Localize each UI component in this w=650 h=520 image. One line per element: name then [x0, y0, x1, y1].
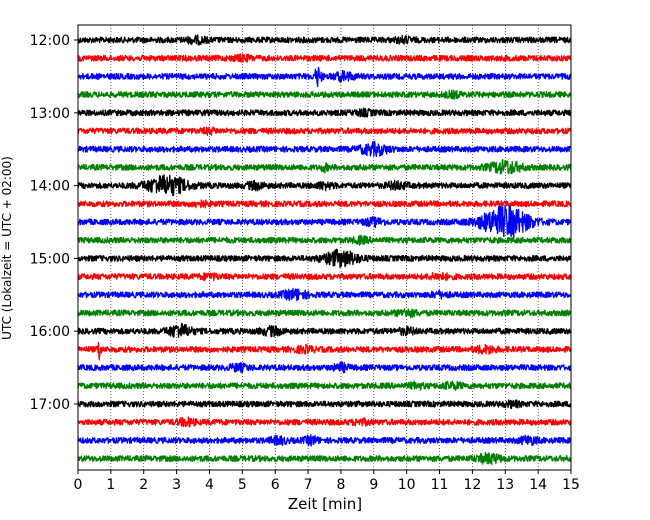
- y-tick-label: 12:00: [30, 33, 70, 49]
- x-tick-label: 7: [304, 477, 313, 493]
- x-tick-label: 15: [562, 477, 580, 493]
- trace-1315: [77, 126, 572, 137]
- y-tick-label: 13:00: [30, 106, 70, 122]
- x-tick-label: 9: [369, 477, 378, 493]
- trace-1700: [77, 399, 572, 410]
- x-tick-label: 0: [74, 477, 83, 493]
- trace-1300: [77, 107, 572, 118]
- trace-1515: [77, 271, 572, 282]
- x-tick-label: 12: [463, 477, 481, 493]
- x-tick-label: 10: [398, 477, 416, 493]
- x-tick-label: 14: [529, 477, 547, 493]
- y-axis-ticks: 12:00 13:00 14:00 15:00 16:00 17:00: [30, 33, 78, 413]
- trace-1215: [77, 53, 572, 63]
- trace-1630: [77, 361, 572, 374]
- trace-1745: [77, 451, 572, 466]
- trace-1730: [77, 434, 572, 447]
- trace-1400: [77, 174, 572, 196]
- trace-1715: [77, 416, 572, 428]
- y-axis-title: UTC (Lokalzeit = UTC + 02:00): [0, 156, 14, 340]
- x-tick-label: 6: [271, 477, 280, 493]
- x-tick-label: 5: [238, 477, 247, 493]
- trace-1600: [77, 322, 572, 338]
- trace-1200: [77, 34, 572, 46]
- trace-1445: [77, 234, 572, 246]
- x-tick-label: 1: [106, 477, 115, 493]
- x-tick-label: 13: [496, 477, 514, 493]
- y-tick-label: 15:00: [30, 251, 70, 267]
- trace-1430: [77, 204, 572, 239]
- trace-1345: [77, 159, 572, 175]
- trace-1530: [77, 287, 572, 302]
- x-tick-label: 2: [139, 477, 148, 493]
- y-tick-label: 16:00: [30, 324, 70, 340]
- x-tick-label: 8: [336, 477, 345, 493]
- trace-1645: [77, 380, 572, 391]
- x-tick-label: 3: [172, 477, 181, 493]
- trace-1615: [77, 342, 572, 361]
- y-tick-label: 14:00: [30, 179, 70, 195]
- x-axis-ticks: 0 1 2 3 4 5 6 7 8 9 10 11 12 13 14 15: [74, 470, 580, 493]
- trace-1415: [77, 199, 572, 209]
- x-tick-label: 11: [431, 477, 449, 493]
- seismogram-traces: [77, 34, 572, 466]
- y-tick-label: 17:00: [30, 397, 70, 413]
- plot-frame: [77, 24, 572, 471]
- trace-1245: [77, 89, 572, 100]
- trace-1330: [77, 140, 572, 158]
- x-axis-title: Zeit [min]: [288, 495, 362, 513]
- trace-1500: [77, 248, 572, 268]
- x-tick-label: 4: [205, 477, 214, 493]
- trace-1545: [77, 308, 572, 319]
- trace-1230: [77, 66, 572, 88]
